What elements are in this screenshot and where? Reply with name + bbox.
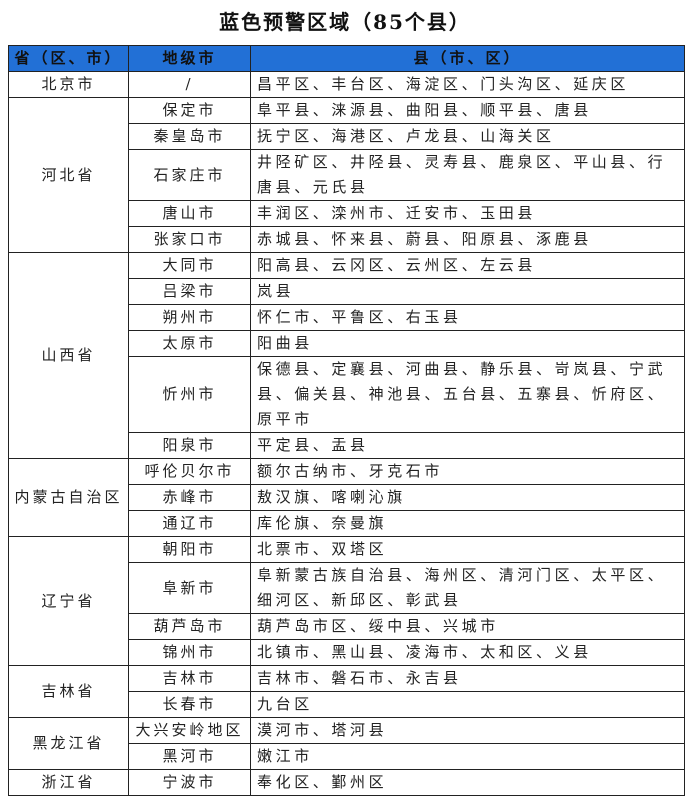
header-province: 省（区、市）	[8, 45, 129, 72]
city-cell: 太原市	[128, 330, 251, 357]
city-cell: /	[128, 71, 251, 98]
counties-cell: 怀仁市、平鲁区、右玉县	[250, 304, 685, 331]
counties-cell: 丰润区、滦州市、迁安市、玉田县	[250, 200, 685, 227]
counties-cell: 嫩江市	[250, 743, 685, 770]
province-cell: 黑龙江省	[8, 717, 129, 770]
counties-cell: 葫芦岛市区、绥中县、兴城市	[250, 613, 685, 640]
table-row: 忻州市 保德县、定襄县、河曲县、静乐县、岢岚县、宁武县、偏关县、神池县、五台县、五…	[9, 356, 685, 433]
city-cell: 石家庄市	[128, 149, 251, 201]
counties-cell: 昌平区、丰台区、海淀区、门头沟区、延庆区	[250, 71, 685, 98]
counties-cell: 奉化区、鄞州区	[250, 769, 685, 796]
counties-cell: 库伦旗、奈曼旗	[250, 510, 685, 537]
counties-cell: 岚县	[250, 278, 685, 305]
table-header-row: 省（区、市） 地级市 县（市、区）	[8, 45, 685, 72]
city-cell: 黑河市	[128, 743, 251, 770]
table-row: 锦州市 北镇市、黑山县、凌海市、太和区、义县	[9, 639, 685, 666]
province-cell: 山西省	[8, 252, 129, 459]
table-row: 赤峰市 敖汉旗、喀喇沁旗	[9, 484, 685, 511]
city-cell: 朔州市	[128, 304, 251, 331]
city-cell: 吉林市	[128, 665, 251, 692]
city-cell: 阳泉市	[128, 432, 251, 459]
counties-cell: 抚宁区、海港区、卢龙县、山海关区	[250, 123, 685, 150]
city-cell: 张家口市	[128, 226, 251, 253]
table-body: 北京市 / 昌平区、丰台区、海淀区、门头沟区、延庆区 河北省 保定市 阜平县、涞源县、曲阳…	[8, 71, 685, 796]
city-cell: 唐山市	[128, 200, 251, 227]
city-cell: 秦皇岛市	[128, 123, 251, 150]
table-row: 山西省 大同市 阳高县、云冈区、云州区、左云县	[8, 252, 685, 459]
city-cell: 通辽市	[128, 510, 251, 537]
counties-cell: 阳高县、云冈区、云州区、左云县	[250, 252, 685, 279]
table-row: 秦皇岛市 抚宁区、海港区、卢龙县、山海关区	[9, 123, 685, 150]
city-cell: 吕梁市	[128, 278, 251, 305]
counties-cell: 井陉矿区、井陉县、灵寿县、鹿泉区、平山县、行唐县、元氏县	[250, 149, 685, 201]
city-cell: 大兴安岭地区	[128, 717, 251, 744]
counties-cell: 平定县、盂县	[250, 432, 685, 459]
city-cell: 朝阳市	[128, 536, 251, 563]
table-row: 长春市 九台区	[9, 691, 685, 718]
table-row: 朔州市 怀仁市、平鲁区、右玉县	[9, 304, 685, 331]
province-cell: 辽宁省	[8, 536, 129, 666]
table-row: 北京市 / 昌平区、丰台区、海淀区、门头沟区、延庆区	[8, 71, 685, 98]
city-cell: 锦州市	[128, 639, 251, 666]
city-cell: 忻州市	[128, 356, 251, 433]
province-cell: 北京市	[8, 71, 129, 98]
province-cell: 河北省	[8, 97, 129, 253]
table-row: 吉林省 吉林市 吉林市、磐石市、永吉县	[8, 665, 685, 718]
counties-cell: 敖汉旗、喀喇沁旗	[250, 484, 685, 511]
page-title: 蓝色预警区域（85个县）	[219, 10, 471, 34]
city-cell: 宁波市	[128, 769, 251, 796]
city-cell: 大同市	[128, 252, 251, 279]
city-cell: 赤峰市	[128, 484, 251, 511]
counties-cell: 北票市、双塔区	[250, 536, 685, 563]
counties-cell: 北镇市、黑山县、凌海市、太和区、义县	[250, 639, 685, 666]
table-row: 石家庄市 井陉矿区、井陉县、灵寿县、鹿泉区、平山县、行唐县、元氏县	[9, 149, 685, 201]
counties-cell: 阜平县、涞源县、曲阳县、顺平县、唐县	[250, 97, 685, 124]
city-cell: 保定市	[128, 97, 251, 124]
city-cell: 葫芦岛市	[128, 613, 251, 640]
table-row: 辽宁省 朝阳市 北票市、双塔区	[8, 536, 685, 666]
counties-cell: 吉林市、磐石市、永吉县	[250, 665, 685, 692]
province-cell: 内蒙古自治区	[8, 458, 129, 537]
counties-cell: 额尔古纳市、牙克石市	[250, 458, 685, 485]
counties-cell: 漠河市、塔河县	[250, 717, 685, 744]
city-cell: 呼伦贝尔市	[128, 458, 251, 485]
table-row: 唐山市 丰润区、滦州市、迁安市、玉田县	[9, 200, 685, 227]
counties-cell: 赤城县、怀来县、蔚县、阳原县、涿鹿县	[250, 226, 685, 253]
warning-region-table: 省（区、市） 地级市 县（市、区） 北京市 / 昌平区、丰台区、海淀区、门头沟区、延…	[8, 45, 685, 796]
counties-cell: 阜新蒙古族自治县、海州区、清河门区、太平区、细河区、新邱区、彰武县	[250, 562, 685, 614]
table-row: 黑龙江省 大兴安岭地区 漠河市、塔河县	[8, 717, 685, 770]
header-county: 县（市、区）	[250, 45, 685, 72]
province-cell: 浙江省	[8, 769, 129, 796]
table-row: 张家口市 赤城县、怀来县、蔚县、阳原县、涿鹿县	[9, 226, 685, 253]
table-row: 浙江省 宁波市 奉化区、鄞州区	[8, 769, 685, 796]
counties-cell: 阳曲县	[250, 330, 685, 357]
table-row: 阳泉市 平定县、盂县	[9, 432, 685, 459]
province-cell: 吉林省	[8, 665, 129, 718]
counties-cell: 保德县、定襄县、河曲县、静乐县、岢岚县、宁武县、偏关县、神池县、五台县、五寨县、…	[250, 356, 685, 433]
table-row: 内蒙古自治区 呼伦贝尔市 额尔古纳市、牙克石市	[8, 458, 685, 537]
city-cell: 长春市	[128, 691, 251, 718]
counties-cell: 九台区	[250, 691, 685, 718]
city-cell: 阜新市	[128, 562, 251, 614]
table-row: 河北省 保定市 阜平县、涞源县、曲阳县、顺平县、唐县	[8, 97, 685, 253]
table-row: 葫芦岛市 葫芦岛市区、绥中县、兴城市	[9, 613, 685, 640]
header-city: 地级市	[128, 45, 251, 72]
